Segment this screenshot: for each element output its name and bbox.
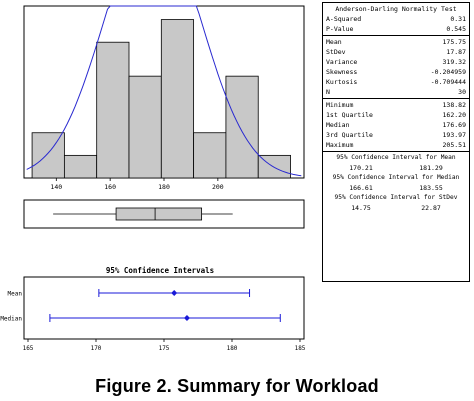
ci-chart-frame <box>23 276 305 340</box>
normality-test-title: Anderson-Darling Normality Test <box>335 5 457 13</box>
normal-curve <box>26 5 302 177</box>
histogram-bar <box>225 75 259 179</box>
ci-mean-values: 170.21 181.29 <box>326 163 466 173</box>
stat-row: Median 176.69 <box>326 120 466 130</box>
stat-row: Kurtosis -0.709444 <box>326 77 466 87</box>
stat-value: 138.82 <box>442 101 466 109</box>
histogram-tick-label: 140 <box>50 183 62 191</box>
stat-value: -0.709444 <box>430 78 466 86</box>
ci-stdev-low: 14.75 <box>351 204 371 212</box>
confidence-intervals-block: 95% Confidence Interval for Mean 170.21 1… <box>323 152 469 214</box>
histogram-tick-label: 200 <box>212 183 224 191</box>
stat-value: 319.32 <box>442 58 466 66</box>
stat-value: 176.69 <box>442 121 466 129</box>
ci-tick-label: 170 <box>91 345 102 352</box>
histogram-bar <box>96 41 130 179</box>
stat-row: 3rd Quartile 193.97 <box>326 130 466 140</box>
stat-value: 193.97 <box>442 131 466 139</box>
histogram-bar <box>160 19 195 179</box>
stat-label: 1st Quartile <box>326 111 373 119</box>
ci-stdev-values: 14.75 22.87 <box>326 203 466 213</box>
stat-label: P-Value <box>326 25 354 33</box>
stat-label: N <box>326 88 330 96</box>
stat-row: Variance 319.32 <box>326 57 466 67</box>
ci-tick-label: 165 <box>23 345 34 352</box>
ci-stdev-title: 95% Confidence Interval for StDev <box>334 194 458 201</box>
ci-median-title: 95% Confidence Interval for Median <box>332 174 460 181</box>
quartiles-block: Minimum 138.82 1st Quartile 162.20 Median 1… <box>323 99 469 152</box>
stat-row: N 30 <box>326 87 466 97</box>
stat-label: Variance <box>326 58 358 66</box>
stat-value: -0.204959 <box>430 68 466 76</box>
stat-row: Skewness -0.204959 <box>326 67 466 77</box>
stat-row: A-Squared 0.31 <box>326 14 466 24</box>
statistics-panel: Anderson-Darling Normality Test A-Square… <box>322 2 470 282</box>
ci-tick-label: 185 <box>295 345 306 352</box>
stat-value: 0.545 <box>446 25 466 33</box>
histogram-bar <box>193 132 227 179</box>
stat-label: 3rd Quartile <box>326 131 373 139</box>
ci-tick-label: 175 <box>159 345 170 352</box>
stat-row: Mean 175.75 <box>326 37 466 47</box>
ci-median-high: 183.55 <box>419 184 443 192</box>
histogram-bar <box>31 132 65 179</box>
histogram-tick-label: 180 <box>158 183 170 191</box>
stat-label: Kurtosis <box>326 78 358 86</box>
histogram-bar <box>128 75 162 179</box>
ci-median-low: 166.61 <box>349 184 373 192</box>
ci-chart: 95% Confidence Intervals Mean Median 165 1… <box>0 266 306 352</box>
stat-value: 0.31 <box>450 15 466 23</box>
ci-row-label: Mean <box>8 291 23 298</box>
stat-label: Skewness <box>326 68 358 76</box>
ci-mean-low: 170.21 <box>349 164 373 172</box>
boxplot-chart <box>23 199 305 229</box>
stat-label: Minimum <box>326 101 354 109</box>
histogram-tick-label: 160 <box>104 183 116 191</box>
ci-point-marker <box>183 315 190 321</box>
stat-row: P-Value 0.545 <box>326 24 466 34</box>
stat-row: StDev 17.87 <box>326 47 466 57</box>
boxplot-frame <box>23 199 305 229</box>
ci-row-label: Median <box>0 316 22 323</box>
stat-label: Mean <box>326 38 342 46</box>
ci-point-marker <box>171 290 178 296</box>
stat-label: StDev <box>326 48 346 56</box>
ci-chart-title: 95% Confidence Intervals <box>106 266 214 275</box>
boxplot-box <box>115 207 203 221</box>
ci-median-values: 166.61 183.55 <box>326 183 466 193</box>
ci-tick-label: 180 <box>227 345 238 352</box>
histogram-bar <box>257 154 291 179</box>
stat-row: 1st Quartile 162.20 <box>326 110 466 120</box>
histogram-chart: 140 160 180 200 <box>23 5 305 191</box>
figure-caption: Figure 2. Summary for Workload <box>95 376 379 396</box>
normality-test-block: Anderson-Darling Normality Test A-Square… <box>323 3 469 36</box>
ci-mean-title: 95% Confidence Interval for Mean <box>336 154 456 161</box>
stat-row: Maximum 205.51 <box>326 140 466 150</box>
stat-value: 17.87 <box>446 48 466 56</box>
stat-value: 30 <box>458 88 466 96</box>
ci-stdev-high: 22.87 <box>421 204 441 212</box>
stat-label: Maximum <box>326 141 354 149</box>
histogram-bar <box>63 154 98 179</box>
stat-value: 205.51 <box>442 141 466 149</box>
descriptive-block: Mean 175.75 StDev 17.87 Variance 319.32 Ske… <box>323 36 469 99</box>
stat-row: Minimum 138.82 <box>326 100 466 110</box>
stat-label: Median <box>326 121 350 129</box>
stat-value: 162.20 <box>442 111 466 119</box>
ci-mean-high: 181.29 <box>419 164 443 172</box>
stat-value: 175.75 <box>442 38 466 46</box>
stat-label: A-Squared <box>326 15 362 23</box>
